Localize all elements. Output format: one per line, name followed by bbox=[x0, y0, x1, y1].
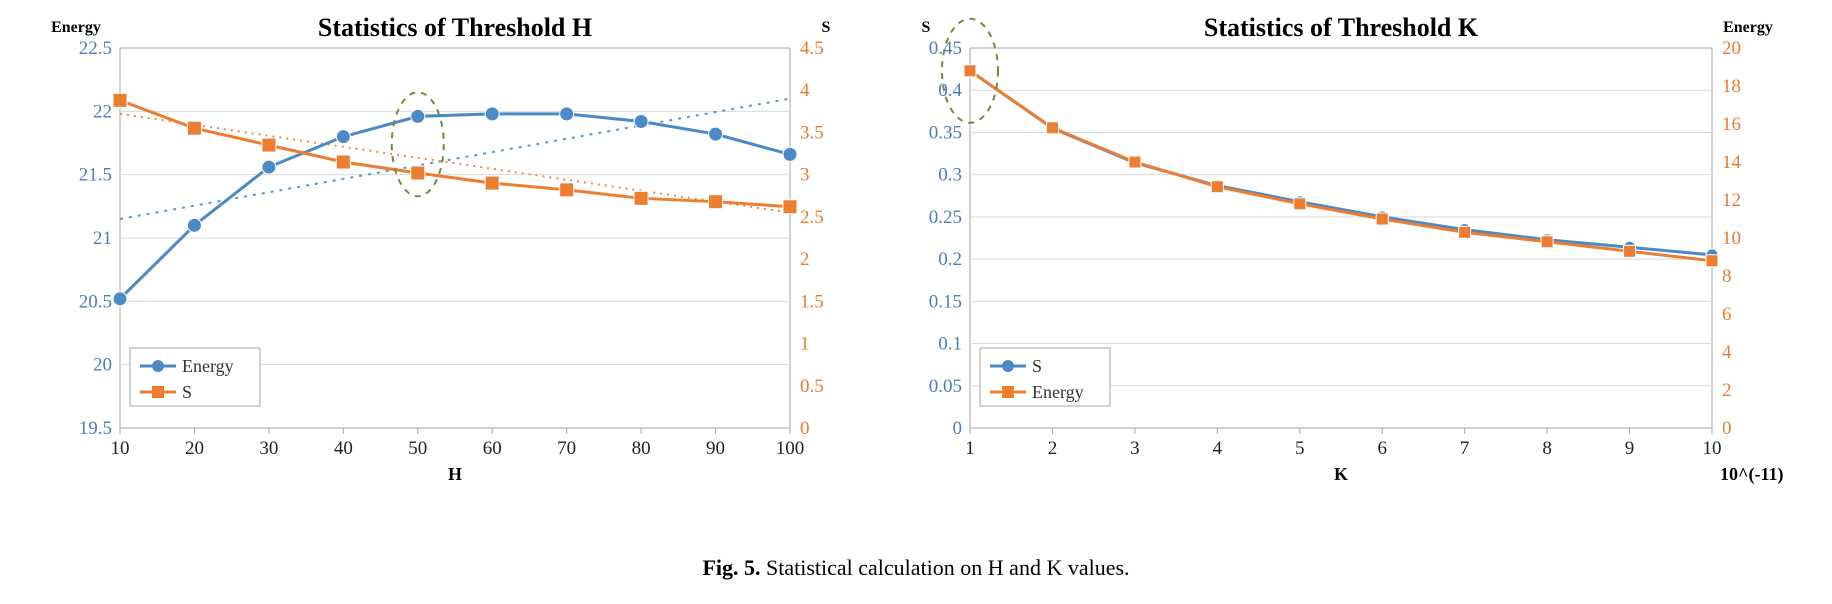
svg-text:80: 80 bbox=[632, 438, 651, 459]
svg-text:4: 4 bbox=[800, 80, 810, 101]
svg-text:40: 40 bbox=[334, 438, 353, 459]
svg-text:19.5: 19.5 bbox=[79, 418, 112, 439]
svg-text:90: 90 bbox=[706, 438, 725, 459]
svg-text:0.1: 0.1 bbox=[938, 334, 962, 355]
svg-text:H: H bbox=[448, 464, 462, 484]
chart-threshold-h: 19.52020.52121.52222.500.511.522.533.544… bbox=[30, 8, 880, 513]
svg-text:0.4: 0.4 bbox=[938, 80, 962, 101]
svg-text:0.15: 0.15 bbox=[929, 291, 962, 312]
svg-text:3.5: 3.5 bbox=[800, 122, 824, 143]
svg-text:7: 7 bbox=[1460, 438, 1470, 459]
figure-caption: Fig. 5. Statistical calculation on H and… bbox=[0, 555, 1832, 581]
svg-text:1: 1 bbox=[800, 334, 810, 355]
figure-number: Fig. 5. bbox=[702, 555, 760, 580]
svg-text:0.35: 0.35 bbox=[929, 122, 962, 143]
svg-text:3: 3 bbox=[800, 165, 810, 186]
svg-text:10: 10 bbox=[1722, 228, 1741, 249]
svg-text:14: 14 bbox=[1722, 152, 1742, 173]
svg-text:22.5: 22.5 bbox=[79, 38, 112, 59]
svg-text:10^(-11): 10^(-11) bbox=[1720, 464, 1783, 485]
svg-text:1: 1 bbox=[965, 438, 975, 459]
svg-text:2: 2 bbox=[800, 249, 810, 270]
svg-text:6: 6 bbox=[1377, 438, 1387, 459]
figure-text: Statistical calculation on H and K value… bbox=[761, 555, 1130, 580]
svg-text:21.5: 21.5 bbox=[79, 165, 112, 186]
svg-text:S: S bbox=[822, 19, 831, 36]
svg-text:0.2: 0.2 bbox=[938, 249, 962, 270]
svg-text:S: S bbox=[1032, 356, 1042, 376]
svg-text:20: 20 bbox=[1722, 38, 1741, 59]
svg-text:30: 30 bbox=[259, 438, 278, 459]
svg-text:16: 16 bbox=[1722, 114, 1741, 135]
svg-text:0.5: 0.5 bbox=[800, 376, 824, 397]
svg-text:12: 12 bbox=[1722, 190, 1741, 211]
svg-text:2.5: 2.5 bbox=[800, 207, 824, 228]
svg-text:20: 20 bbox=[93, 355, 112, 376]
svg-text:70: 70 bbox=[557, 438, 576, 459]
svg-text:K: K bbox=[1334, 464, 1348, 484]
svg-text:50: 50 bbox=[408, 438, 427, 459]
svg-text:20: 20 bbox=[185, 438, 204, 459]
svg-text:Energy: Energy bbox=[1723, 19, 1773, 36]
svg-text:3: 3 bbox=[1130, 438, 1140, 459]
svg-text:9: 9 bbox=[1625, 438, 1635, 459]
svg-text:Statistics of Threshold H: Statistics of Threshold H bbox=[318, 13, 592, 42]
svg-text:22: 22 bbox=[93, 101, 112, 122]
svg-text:S: S bbox=[922, 19, 931, 36]
svg-text:100: 100 bbox=[776, 438, 805, 459]
svg-text:6: 6 bbox=[1722, 304, 1732, 325]
svg-text:0.45: 0.45 bbox=[929, 38, 962, 59]
svg-text:10: 10 bbox=[1703, 438, 1722, 459]
svg-text:Energy: Energy bbox=[182, 356, 234, 376]
svg-text:20.5: 20.5 bbox=[79, 291, 112, 312]
svg-text:4: 4 bbox=[1722, 342, 1732, 363]
svg-text:2: 2 bbox=[1048, 438, 1058, 459]
svg-text:0: 0 bbox=[953, 418, 963, 439]
svg-text:Statistics of Threshold K: Statistics of Threshold K bbox=[1204, 13, 1479, 42]
svg-text:2: 2 bbox=[1722, 380, 1732, 401]
svg-text:10: 10 bbox=[111, 438, 130, 459]
svg-text:0: 0 bbox=[800, 418, 810, 439]
svg-text:4: 4 bbox=[1213, 438, 1223, 459]
svg-text:Energy: Energy bbox=[1032, 382, 1084, 402]
svg-text:5: 5 bbox=[1295, 438, 1305, 459]
svg-text:0: 0 bbox=[1722, 418, 1732, 439]
svg-text:18: 18 bbox=[1722, 76, 1741, 97]
svg-text:S: S bbox=[182, 382, 192, 402]
svg-text:0.25: 0.25 bbox=[929, 207, 962, 228]
svg-text:0.05: 0.05 bbox=[929, 376, 962, 397]
svg-text:8: 8 bbox=[1542, 438, 1552, 459]
chart-threshold-k: 0 0.05 0.1 0.15 0.2 0.25 0.3 0.35 0.4 0.45 0 2 4 6 8 10… bbox=[888, 8, 1802, 513]
svg-text:Energy: Energy bbox=[51, 19, 101, 36]
svg-text:4.5: 4.5 bbox=[800, 38, 824, 59]
svg-text:60: 60 bbox=[483, 438, 502, 459]
svg-text:0.3: 0.3 bbox=[938, 165, 962, 186]
svg-text:1.5: 1.5 bbox=[800, 291, 824, 312]
svg-text:8: 8 bbox=[1722, 266, 1732, 287]
svg-text:21: 21 bbox=[93, 228, 112, 249]
